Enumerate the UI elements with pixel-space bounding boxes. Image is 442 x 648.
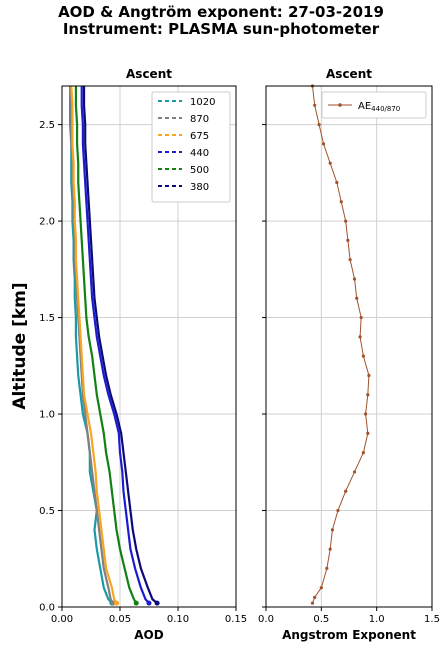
- data-point: [358, 335, 362, 339]
- y-tick-label: 0.0: [39, 603, 55, 614]
- x-tick-label: 1.0: [369, 614, 385, 625]
- legend-label-675: 675: [190, 131, 209, 142]
- y-tick-label: 1.5: [39, 313, 55, 324]
- data-point: [313, 595, 317, 599]
- data-point: [344, 489, 348, 493]
- data-point: [355, 296, 359, 300]
- data-point: [317, 122, 321, 127]
- x-axis-label: AOD: [134, 628, 163, 642]
- data-point: [339, 200, 343, 204]
- data-point: [313, 103, 317, 107]
- y-tick-label: 0.5: [39, 506, 55, 517]
- figure-title-line1: AOD & Angtröm exponent: 27-03-2019: [58, 3, 384, 21]
- series-start-point-870: [110, 600, 116, 606]
- series-line-1020: [69, 86, 113, 604]
- data-point: [344, 219, 348, 223]
- legend-label-1020: 1020: [190, 97, 215, 108]
- data-point: [325, 566, 329, 571]
- panel-title: Ascent: [326, 67, 372, 81]
- x-tick-label: 0.00: [51, 614, 73, 625]
- data-point: [361, 354, 365, 358]
- plot-frame: [265, 85, 433, 608]
- data-point: [367, 373, 371, 378]
- data-point: [366, 393, 370, 397]
- series-start-point-380: [154, 600, 160, 606]
- data-point: [361, 451, 365, 455]
- legend-label-440: 440: [190, 148, 209, 159]
- plot-frame: [61, 85, 237, 608]
- x-tick-label: 0.0: [258, 614, 274, 625]
- data-point: [328, 161, 332, 165]
- data-point: [352, 470, 357, 474]
- x-axis-label: Angstrom Exponent: [282, 628, 416, 642]
- panel-title: Ascent: [126, 67, 172, 81]
- series-start-point-500: [133, 600, 139, 606]
- series-line-675: [70, 85, 118, 604]
- y-axis-label: Altitude [km]: [10, 282, 30, 409]
- data-point: [366, 431, 370, 435]
- data-point: [328, 547, 332, 551]
- series-start-point-675: [114, 600, 120, 606]
- data-point: [346, 238, 350, 242]
- data-point: [348, 258, 352, 262]
- legend-label-AE: AE440/870: [358, 101, 400, 113]
- legend-box: [151, 91, 231, 203]
- panel-2: Ascent 0.0 0.5 1.0 1.5 Angstrom Exponent AE440…: [258, 67, 440, 642]
- y-tick-label: 1.0: [39, 410, 55, 421]
- x-tick-label: 0.5: [313, 614, 329, 625]
- data-point: [335, 180, 339, 185]
- data-point: [359, 315, 363, 320]
- x-tick-label: 1.5: [424, 614, 440, 625]
- legend-box: [321, 91, 427, 119]
- data-point: [319, 586, 323, 590]
- data-point: [321, 142, 326, 146]
- y-tick-label: 2.0: [39, 217, 55, 228]
- data-point: [364, 412, 368, 416]
- series-line-870: [69, 85, 114, 604]
- series-line-500: [74, 86, 138, 604]
- legend-marker-AE: [338, 103, 342, 107]
- x-tick-label: 0.05: [109, 614, 131, 625]
- data-point: [336, 508, 340, 513]
- series-line-440: [80, 86, 150, 604]
- series-line-380: [82, 86, 158, 604]
- legend-label-500: 500: [190, 165, 209, 176]
- series-start-point-440: [146, 600, 152, 606]
- legend-label-870: 870: [190, 114, 209, 125]
- panel-1: Ascent 0.00 0.05 0.10 0.15 0.0 0.5 1.0 1.5 2.0 2.5…: [39, 67, 247, 642]
- data-point: [310, 601, 315, 605]
- x-tick-label: 0.15: [225, 614, 247, 625]
- figure-title-line2: Instrument: PLASMA sun-photometer: [62, 20, 380, 38]
- data-point: [330, 528, 334, 532]
- y-tick-label: 2.5: [39, 120, 55, 131]
- legend-label-380: 380: [190, 182, 209, 193]
- data-point: [352, 277, 357, 281]
- x-tick-label: 0.10: [167, 614, 189, 625]
